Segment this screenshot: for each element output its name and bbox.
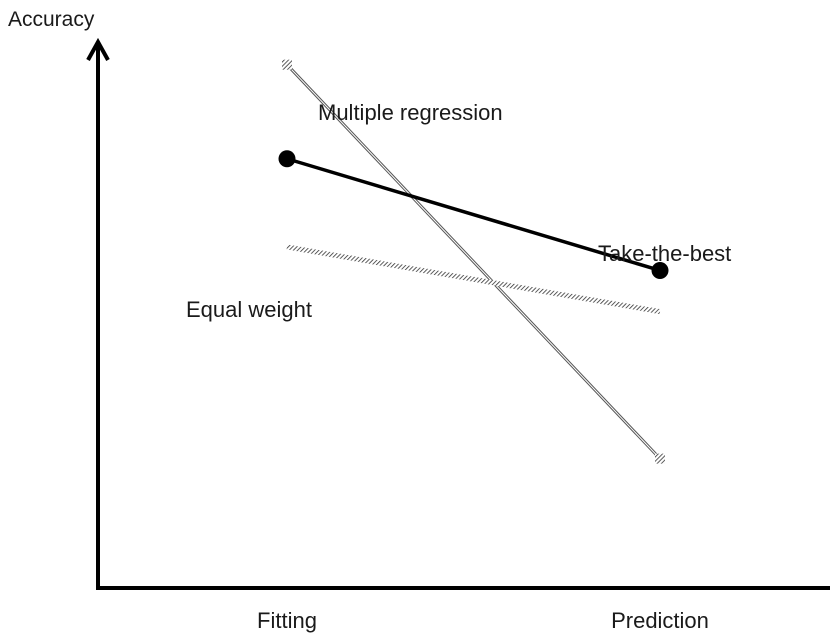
series-line-equal-weight bbox=[286, 244, 661, 315]
y-axis-arrowhead bbox=[86, 37, 110, 61]
series-layer bbox=[278, 59, 669, 464]
series-label-take-the-best: Take-the-best bbox=[598, 241, 731, 266]
series-label-multiple-regression: Multiple regression bbox=[318, 100, 503, 125]
x-tick-label-prediction: Prediction bbox=[611, 608, 709, 633]
series-label-equal-weight: Equal weight bbox=[186, 297, 312, 322]
series-line-inner-multiple-regression bbox=[286, 64, 661, 459]
series-take-the-best bbox=[278, 150, 669, 279]
series-line-take-the-best bbox=[286, 157, 661, 273]
point-multiple-regression-fitting bbox=[282, 59, 292, 70]
series-equal-weight bbox=[286, 244, 661, 315]
axes bbox=[86, 37, 830, 590]
series-labels: Multiple regression Take-the-best Equal we… bbox=[186, 100, 731, 322]
series-multiple-regression bbox=[282, 59, 665, 464]
x-tick-label-fitting: Fitting bbox=[257, 608, 317, 633]
point-multiple-regression-prediction bbox=[655, 453, 665, 464]
x-tick-labels: Fitting Prediction bbox=[257, 608, 709, 633]
point-take-the-best-prediction bbox=[651, 261, 669, 279]
y-axis-label: Accuracy bbox=[8, 8, 95, 31]
point-take-the-best-fitting bbox=[278, 150, 296, 168]
